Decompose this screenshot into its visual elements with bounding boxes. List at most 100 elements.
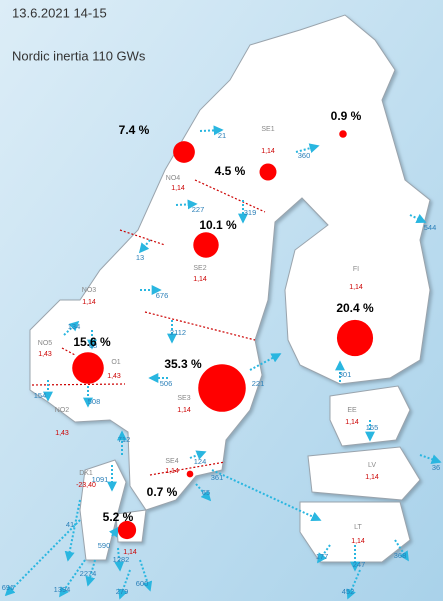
flow-label: 36 (432, 463, 440, 472)
flow-label: 279 (116, 587, 129, 596)
area-name: LT (354, 524, 362, 531)
inertia-bubble (198, 364, 246, 412)
flow-arrow (63, 320, 80, 336)
area-name: FI (353, 266, 359, 273)
area-name: SE2 (193, 265, 206, 272)
inertia-label: 0.9 % (331, 109, 362, 123)
flow-label: 544 (424, 223, 437, 232)
area-name: SE3 (177, 395, 190, 402)
area-price: 1,14 (261, 148, 275, 155)
flow-label: 360 (298, 151, 311, 160)
flow-label: 124 (194, 457, 207, 466)
border (144, 311, 256, 341)
inertia-label: 15.6 % (73, 335, 111, 349)
inertia-label: 5.2 % (103, 510, 134, 524)
inertia-bubble (339, 130, 347, 138)
flow-arrow (249, 353, 282, 371)
flow-label: 508 (88, 397, 101, 406)
area-price: 1,14 (165, 468, 179, 475)
area-price: 1,14 (123, 549, 137, 556)
area-price: 1,14 (82, 299, 96, 306)
flow-arrow (195, 483, 212, 502)
area-name: O1 (111, 359, 120, 366)
flow-label: 134 (68, 322, 81, 331)
border (31, 383, 126, 386)
nordic-mainland (29, 14, 431, 511)
flow-label: 452 (342, 587, 355, 596)
area-name: SE1 (261, 126, 274, 133)
area-price: 1,14 (193, 276, 207, 283)
border (61, 347, 76, 356)
flow-arrow (175, 199, 198, 210)
flow-arrow (138, 239, 151, 254)
inertia-bubble (72, 352, 104, 384)
area-price: 1,14 (177, 407, 191, 414)
flow-label: 368 (394, 551, 407, 560)
flow-label: 247 (353, 560, 366, 569)
flow-label: 600 (136, 579, 149, 588)
inertia-label: 4.5 % (215, 164, 246, 178)
flow-arrow (419, 454, 442, 464)
area-name: NO4 (166, 175, 181, 182)
subtitle: Nordic inertia 110 GWs (12, 48, 146, 63)
flow-label: 2274 (80, 569, 97, 578)
inertia-bubble (336, 319, 374, 357)
flow-label: 21 (218, 131, 226, 140)
flow-label: 65 (202, 488, 210, 497)
flow-arrow (317, 544, 331, 564)
area-name: NO5 (38, 340, 53, 347)
inertia-bubble (117, 520, 137, 540)
area-name: NO2 (55, 407, 70, 414)
flow-label: 1091 (92, 475, 109, 484)
inertia-bubble (186, 470, 194, 478)
inertia-label: 0.7 % (147, 485, 178, 499)
inertia-bubble (259, 163, 277, 181)
flow-arrow (409, 213, 427, 224)
area-price: 1,14 (349, 284, 363, 291)
area-price: 1,14 (351, 538, 365, 545)
flow-label: 712 (118, 435, 131, 444)
inertia-bubble (173, 141, 195, 163)
area-name: SE4 (165, 458, 178, 465)
flow-arrow (85, 559, 96, 587)
area-name: LV (368, 462, 376, 469)
flow-arrow (118, 569, 131, 600)
price-borders (31, 179, 266, 476)
flow-label: 68 (89, 341, 97, 350)
area-name: NO3 (82, 287, 97, 294)
inertia-label: 10.1 % (199, 218, 237, 232)
flow-arrow (189, 450, 207, 460)
inertia-label: 35.3 % (164, 357, 202, 371)
inertia-bubble (193, 232, 219, 258)
lithuania (299, 501, 411, 563)
area-price: 1,14 (345, 419, 359, 426)
latvia (307, 446, 421, 501)
area-price: 1,43 (38, 351, 52, 358)
flow-label: 2112 (170, 328, 186, 337)
flow-arrow (109, 526, 119, 538)
title: 13.6.2021 14-15 (12, 5, 107, 20)
area-price: 1,14 (365, 474, 379, 481)
inertia-label: 7.4 % (119, 123, 150, 137)
border (194, 179, 266, 213)
flow-arrow (59, 559, 86, 598)
flow-label: 319 (244, 208, 257, 217)
inertia-label: 20.4 % (336, 301, 374, 315)
flow-label: 301 (339, 370, 352, 379)
flow-label: 165 (366, 423, 379, 432)
flow-arrow (346, 569, 361, 600)
flow-label: 676 (156, 291, 169, 300)
flow-label: 506 (160, 379, 173, 388)
border (149, 461, 226, 476)
flow-label: 41 (66, 520, 74, 529)
flow-label: 221 (252, 379, 265, 388)
flow-arrow (139, 559, 153, 592)
flow-label: 227 (192, 205, 205, 214)
area-price: 1,43 (107, 373, 121, 380)
estonia (329, 385, 411, 447)
area-price: -23,40 (76, 482, 96, 489)
area-name: EE (347, 407, 357, 414)
flow-label: 696 (2, 583, 15, 592)
area-price: 1,14 (171, 185, 185, 192)
